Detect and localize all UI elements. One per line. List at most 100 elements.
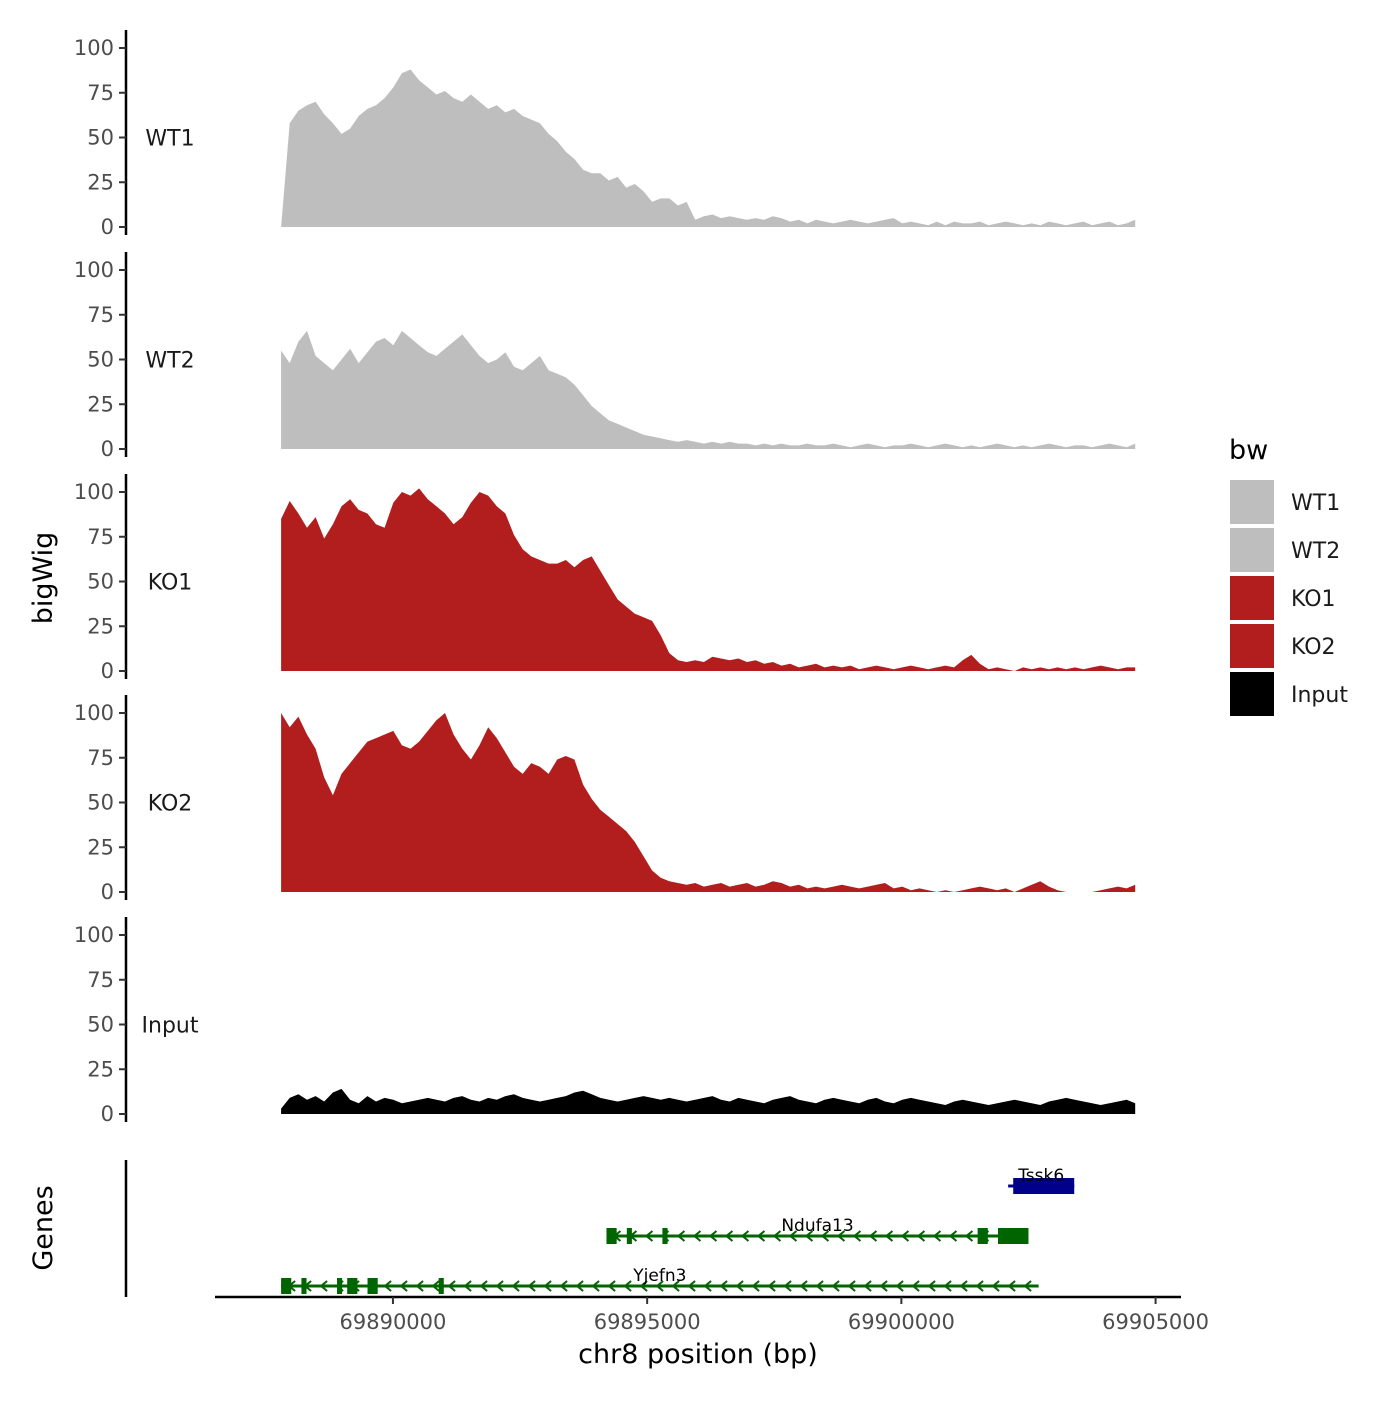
strand-chevron — [879, 1280, 888, 1292]
tracks-layer: 0255075100WT10255075100WT20255075100KO10… — [74, 30, 1136, 1126]
exon-block — [281, 1278, 292, 1294]
y-tick-label: 0 — [101, 659, 114, 683]
track-wt2: 0 25 50 75 100 WT2 — [74, 252, 1136, 461]
strand-chevron — [927, 1280, 936, 1292]
strand-chevron — [804, 1230, 814, 1242]
strand-chevron — [527, 1280, 536, 1292]
gene-ndufa13: Ndufa13 — [606, 1216, 1029, 1244]
coverage-area — [281, 713, 1136, 892]
exon-block — [1013, 1178, 1075, 1194]
strand-chevron — [1023, 1280, 1032, 1292]
y-tick-label: 100 — [74, 701, 114, 725]
x-axis-title: chr8 position (bp) — [578, 1339, 818, 1370]
strand-chevron — [463, 1280, 472, 1292]
legend-swatch — [1230, 672, 1274, 716]
exon-block — [662, 1228, 668, 1244]
strand-chevron — [591, 1280, 600, 1292]
gene-yjefn3: Yjefn3 — [281, 1266, 1039, 1294]
exon-block — [301, 1278, 307, 1294]
coverage-area — [281, 1088, 1136, 1114]
strand-chevron — [836, 1230, 846, 1242]
y-tick-label: 75 — [87, 968, 114, 992]
strand-chevron — [964, 1230, 974, 1242]
track-label: WT1 — [145, 127, 194, 152]
y-tick-label: 50 — [87, 1013, 114, 1037]
strand-chevron — [607, 1280, 616, 1292]
strand-chevron — [575, 1280, 584, 1292]
strand-chevron — [431, 1280, 440, 1292]
strand-chevron — [767, 1280, 776, 1292]
y-tick-label: 50 — [87, 570, 114, 594]
y-tick-label: 75 — [87, 525, 114, 549]
strand-chevron — [799, 1280, 808, 1292]
strand-chevron — [644, 1230, 654, 1242]
y-tick-label: 100 — [74, 480, 114, 504]
strand-chevron — [932, 1230, 942, 1242]
track-label: WT2 — [145, 349, 194, 374]
strand-chevron — [895, 1280, 904, 1292]
track-input: 0 25 50 75 100 Input — [74, 917, 1136, 1126]
strand-chevron — [831, 1280, 840, 1292]
exon-block — [347, 1278, 358, 1294]
strand-chevron — [868, 1230, 878, 1242]
strand-chevron — [975, 1280, 984, 1292]
strand-chevron — [991, 1280, 1000, 1292]
exon-block — [367, 1278, 378, 1294]
strand-chevron — [852, 1230, 862, 1242]
legend-item-input: Input — [1230, 672, 1348, 716]
x-tick-label: 69895000 — [594, 1310, 701, 1334]
legend-label: KO1 — [1291, 587, 1336, 612]
y-tick-label: 50 — [87, 791, 114, 815]
track-wt1: 0 25 50 75 100 WT1 — [74, 30, 1136, 239]
gene-label: Yjefn3 — [632, 1266, 686, 1286]
legend-swatch — [1230, 576, 1274, 620]
legend-item-ko2: KO2 — [1230, 624, 1336, 668]
strand-chevron — [415, 1280, 424, 1292]
gene-label: Tssk6 — [1017, 1166, 1064, 1186]
y-tick-label: 100 — [74, 36, 114, 60]
strand-chevron — [724, 1230, 734, 1242]
y-tick-label: 25 — [87, 1057, 114, 1081]
strand-chevron — [820, 1230, 830, 1242]
strand-chevron — [916, 1230, 926, 1242]
legend-swatch — [1230, 624, 1274, 668]
legend-label: WT1 — [1291, 491, 1340, 516]
strand-chevron — [479, 1280, 488, 1292]
exon-block — [438, 1278, 444, 1294]
strand-chevron — [708, 1230, 718, 1242]
legend-swatch — [1230, 480, 1274, 524]
exon-block — [977, 1228, 988, 1244]
strand-chevron — [383, 1280, 392, 1292]
genes-axis-title: Genes — [28, 1185, 59, 1270]
strand-chevron — [687, 1280, 696, 1292]
strand-chevron — [948, 1230, 958, 1242]
strand-chevron — [495, 1280, 504, 1292]
exon-block — [606, 1228, 617, 1244]
genes-layer: 69890000 69895000 69900000 69905000 Tssk6 Ndu… — [124, 1160, 1209, 1334]
strand-chevron — [671, 1280, 680, 1292]
y-tick-label: 75 — [87, 746, 114, 770]
strand-chevron — [1007, 1280, 1016, 1292]
legend-item-ko1: KO1 — [1230, 576, 1336, 620]
strand-chevron — [751, 1280, 760, 1292]
y-axis-title: bigWig — [28, 532, 59, 625]
strand-chevron — [559, 1280, 568, 1292]
strand-chevron — [639, 1280, 648, 1292]
strand-chevron — [676, 1230, 686, 1242]
y-tick-label: 50 — [87, 126, 114, 150]
strand-chevron — [911, 1280, 920, 1292]
strand-chevron — [447, 1280, 456, 1292]
legend: WT1 WT2 KO1 KO2 Input — [1230, 480, 1348, 716]
x-tick-label: 69890000 — [340, 1310, 447, 1334]
legend-title: bw — [1229, 435, 1268, 466]
strand-chevron — [703, 1280, 712, 1292]
strand-chevron — [692, 1230, 702, 1242]
strand-chevron — [511, 1280, 520, 1292]
y-tick-label: 50 — [87, 348, 114, 372]
y-tick-label: 0 — [101, 437, 114, 461]
strand-chevron — [319, 1280, 328, 1292]
strand-chevron — [863, 1280, 872, 1292]
gene-label: Ndufa13 — [781, 1216, 853, 1236]
